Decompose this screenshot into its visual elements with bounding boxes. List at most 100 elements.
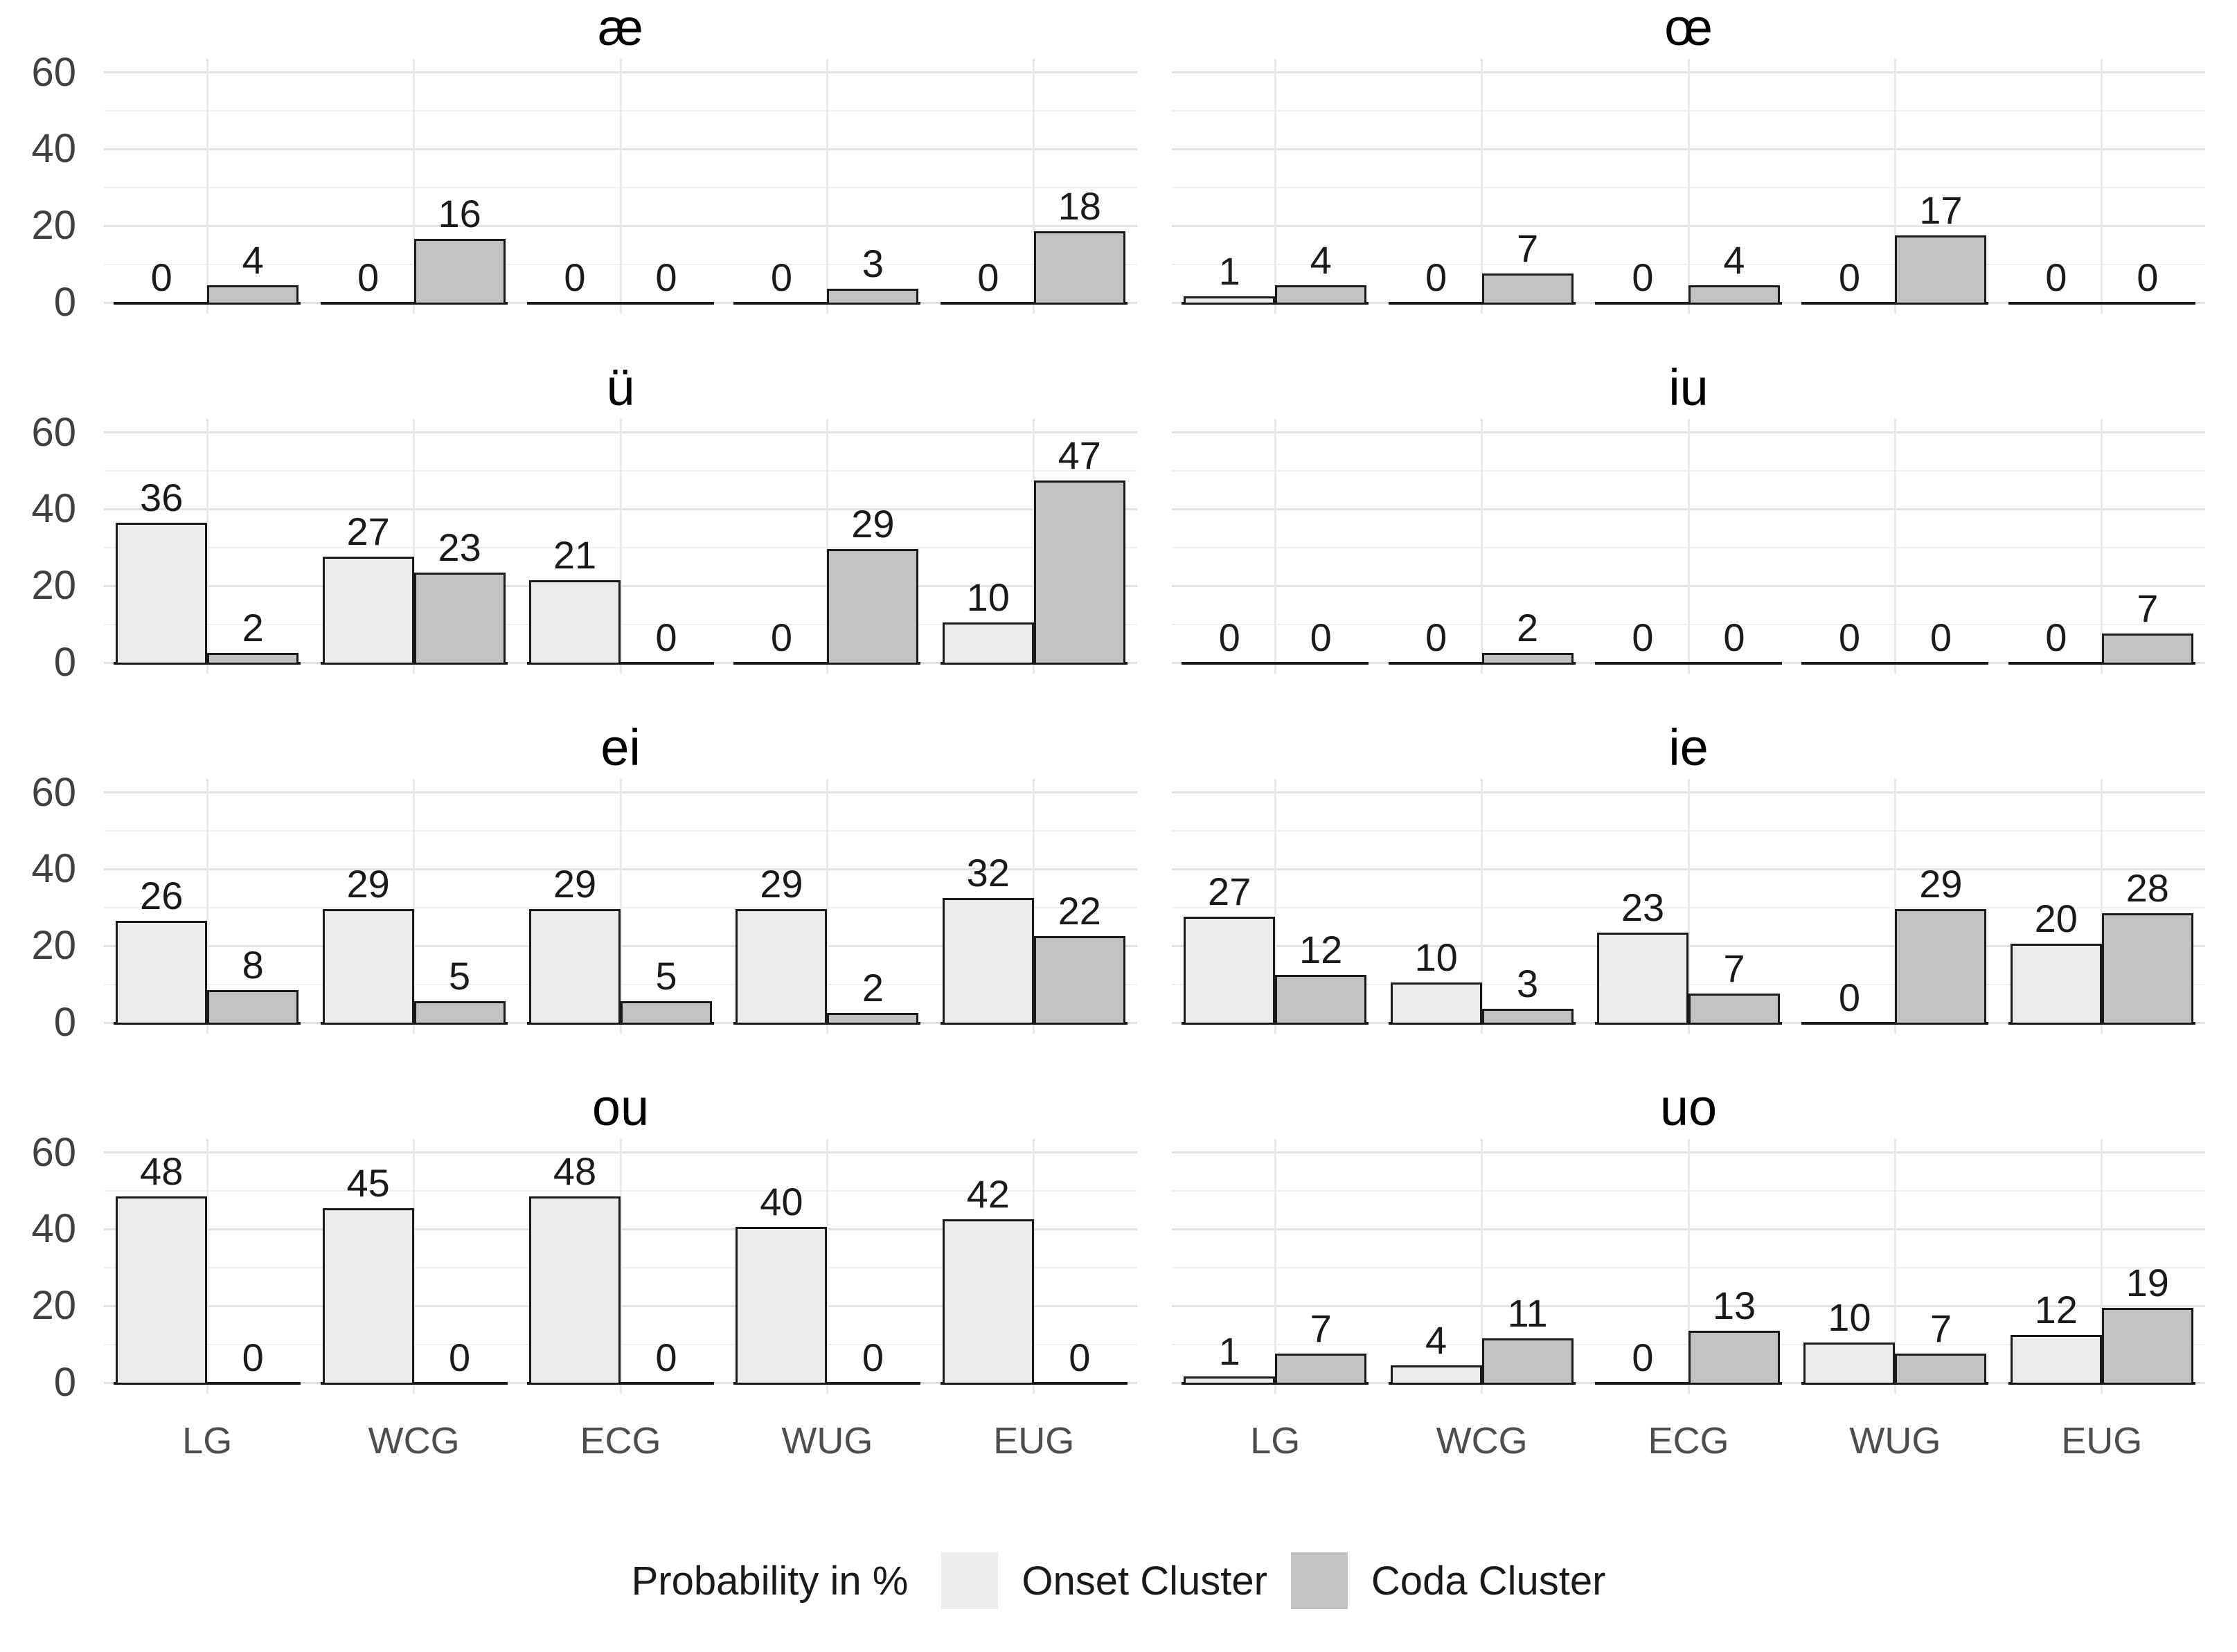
bar-onset-LG [116,921,208,1025]
bar-value-label: 0 [2045,616,2067,659]
y-tick-label: 20 [31,1283,76,1329]
bar-value-label: 27 [1208,870,1251,913]
bar-coda-EUG [2101,913,2193,1025]
gridline-vertical [2101,419,2103,674]
bar-value-label: 0 [1632,255,1654,299]
panel-plot-œ: 1 4 0 7 0 4 0 17 0 0 [1172,59,2205,314]
gridline-vertical [2101,779,2103,1034]
bar-value-label: 45 [346,1161,390,1205]
bar-coda-WUG [827,549,919,665]
bar-value-label: 12 [1299,928,1343,971]
bar-value-label: 0 [862,1336,884,1379]
gridline-vertical [206,419,208,674]
bar-value-label: 0 [357,255,380,299]
y-tick-label: 40 [31,486,76,532]
gridline-vertical [1481,59,1483,314]
gridline-vertical [413,779,416,1034]
x-tick-label-WUG: WUG [1849,1420,1941,1462]
x-tick-label-ECG: ECG [580,1420,661,1462]
bar-value-label: 0 [1218,616,1240,659]
bar-onset-ECG [529,580,621,665]
bar-value-label: 48 [140,1149,184,1193]
bar-onset-LG [116,523,208,665]
bar-coda-WCG [413,573,506,665]
gridline-vertical [1893,779,1896,1034]
bar-value-label: 0 [1632,1336,1654,1379]
bar-value-label: 4 [1723,238,1745,282]
bar-coda-WCG [1481,273,1574,305]
bar-coda-LG [207,653,299,665]
bar-onset-WCG [322,1208,414,1385]
bar-value-label: 29 [760,862,803,906]
bar-value-label: 27 [346,510,390,553]
axis-baseline [1801,662,1989,665]
bar-value-label: 0 [770,255,792,299]
legend-title: Probability in % [631,1558,909,1604]
bar-value-label: 7 [1723,946,1745,990]
bar-value-label: 19 [2125,1261,2169,1304]
gridline-vertical [1687,59,1690,314]
bar-value-label: 18 [1058,184,1101,228]
bar-onset-WUG [1803,1343,1896,1385]
bar-coda-EUG [2101,1308,2193,1385]
bar-value-label: 3 [862,242,884,285]
panel-title: ei [600,719,641,776]
gridline-vertical [206,1139,208,1394]
axis-baseline [1595,662,1782,665]
axis-baseline [1182,662,1369,665]
x-tick-label-ECG: ECG [1648,1420,1729,1462]
bar-value-label: 0 [1632,616,1654,659]
bar-value-label: 20 [2034,897,2078,940]
gridline-vertical [826,59,828,314]
bar-coda-WUG [827,1013,919,1025]
y-tick-label: 20 [31,923,76,969]
gridline-vertical [206,779,208,1034]
legend: Probability in % Onset Cluster Coda Clus… [0,1552,2237,1609]
bar-value-label: 29 [851,502,895,546]
coda-cluster-swatch-icon [1290,1552,1348,1609]
bar-value-label: 3 [1517,962,1539,1005]
bar-value-label: 10 [1828,1295,1871,1339]
bar-value-label: 32 [966,851,1010,895]
panel-title: ie [1668,719,1709,776]
bar-onset-LG [1184,917,1276,1025]
gridline-vertical [1274,779,1276,1034]
gridline-vertical [1033,59,1035,314]
bar-coda-LG [207,990,299,1025]
gridline-vertical [1481,419,1483,674]
bar-value-label: 21 [553,533,597,577]
bar-onset-WCG [322,909,414,1025]
bar-value-label: 29 [346,862,390,906]
bar-value-label: 0 [1838,976,1860,1019]
bar-value-label: 0 [1838,255,1860,299]
bar-value-label: 0 [655,1336,677,1379]
bar-onset-ECG [529,909,621,1025]
bar-value-label: 13 [1712,1284,1756,1327]
panel-title: œ [1664,0,1713,56]
bar-value-label: 0 [150,255,172,299]
bar-onset-LG [116,1196,208,1385]
bar-value-label: 8 [242,943,264,987]
bar-coda-LG [1275,975,1367,1025]
x-tick-label-EUG: EUG [993,1420,1075,1462]
bar-value-label: 0 [977,255,999,299]
gridline-vertical [1893,1139,1896,1394]
bar-value-label: 0 [655,255,677,299]
x-tick-label-LG: LG [182,1420,233,1462]
bar-value-label: 22 [1058,889,1101,933]
bar-value-label: 42 [966,1172,1010,1216]
gridline-vertical [1274,1139,1276,1394]
y-tick-label: 60 [31,1129,76,1175]
bar-onset-EUG [2010,944,2102,1025]
panel-title: uo [1659,1079,1718,1136]
bar-value-label: 26 [140,874,184,917]
bar-value-label: 5 [449,954,471,998]
panel-plot-iu: 0 0 0 2 0 0 0 0 0 7 [1172,419,2205,674]
bar-coda-WCG [1481,1009,1574,1025]
y-tick-label: 0 [53,1360,76,1405]
bar-onset-EUG [942,898,1034,1025]
x-tick-label-WUG: WUG [781,1420,873,1462]
bar-onset-WCG [1390,982,1482,1025]
